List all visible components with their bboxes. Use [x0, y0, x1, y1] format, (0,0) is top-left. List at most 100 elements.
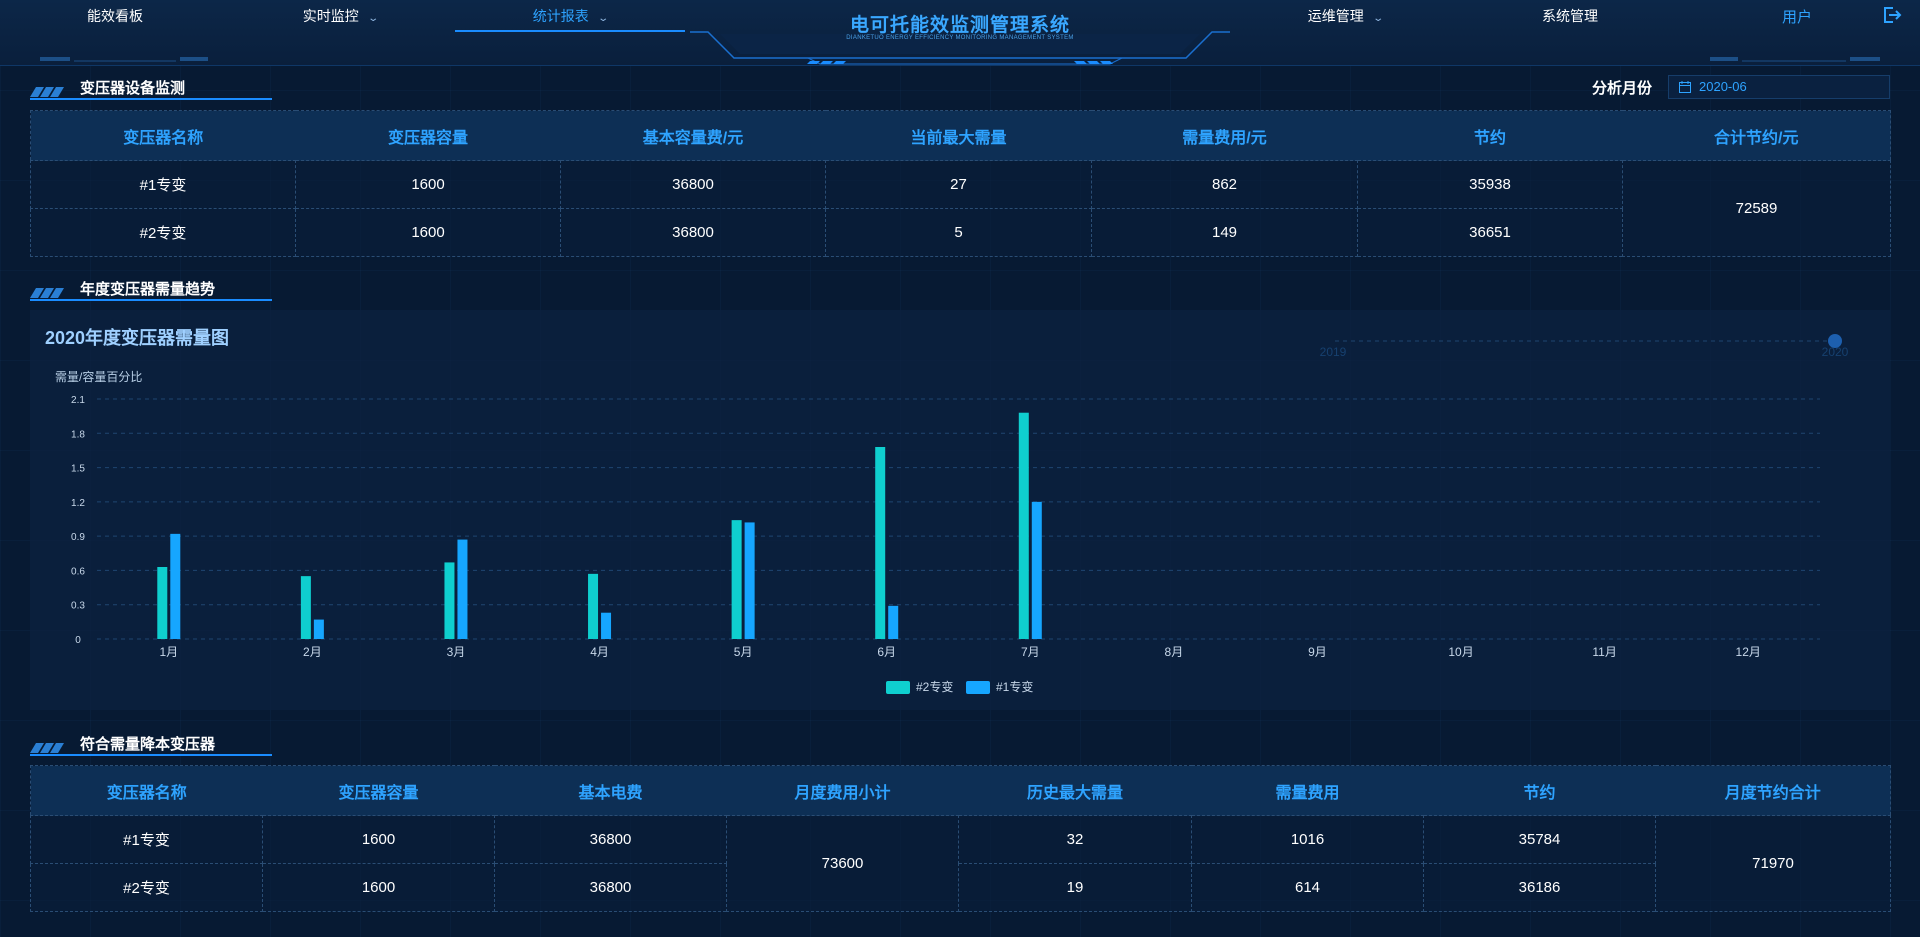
- y-tick-label: 2.1: [71, 395, 85, 406]
- table-cell: 27: [825, 160, 1092, 209]
- bar-series-2: [444, 562, 455, 639]
- system-title: 电可托能效监测管理系统: [849, 15, 1070, 36]
- x-tick-label: 5月: [734, 645, 753, 659]
- y-tick-label: 0: [75, 635, 81, 646]
- table-cell: 19: [958, 863, 1192, 912]
- column-header: 变压器容量: [295, 110, 561, 161]
- table-cell: 1600: [295, 208, 561, 257]
- x-tick-label: 4月: [590, 645, 609, 659]
- column-header: 基本容量费/元: [560, 110, 826, 161]
- table-cell: 1016: [1191, 815, 1424, 864]
- column-header: 历史最大需量: [958, 765, 1192, 816]
- table-cell: #2专变: [30, 208, 296, 257]
- bar-series-1: [170, 533, 181, 639]
- bar-series-1: [744, 522, 755, 639]
- table-cell: 149: [1091, 208, 1358, 257]
- nav-item-statistics-report[interactable]: 统计报表 ⌄: [455, 0, 685, 32]
- x-tick-label: 2月: [303, 645, 322, 659]
- table-cell: 614: [1191, 863, 1424, 912]
- table-cell: 35784: [1423, 815, 1656, 864]
- x-tick-label: 1月: [159, 645, 178, 659]
- top-navbar: 能效看板 实时监控 ⌄ 统计报表 ⌄ 运维管理 ⌄ 系统管理 电可托能效监测管理系统 …: [0, 0, 1920, 66]
- title-stripes-icon: [30, 87, 64, 97]
- system-subtitle: DIANKETUO ENERGY EFFICIENCY MONITORING M…: [846, 35, 1074, 41]
- bar-series-2: [588, 573, 599, 639]
- y-axis-label: 需量/容量百分比: [55, 369, 142, 384]
- section-title-underline: [30, 299, 272, 301]
- nav-item-energy-board[interactable]: 能效看板: [70, 0, 160, 32]
- table-cell: 1600: [262, 863, 495, 912]
- cost-reduction-table: 变压器名称 变压器容量 基本电费 月度费用小计 历史最大需量 需量费用 节约 月…: [30, 765, 1891, 912]
- column-header: 合计节约/元: [1622, 110, 1891, 161]
- monthly-savings-total-cell: 71970: [1655, 815, 1891, 912]
- nav-label: 统计报表: [532, 8, 589, 24]
- table-row: #1专变 1600 36800 27 862 35938 72589: [30, 160, 1891, 257]
- column-header: 节约: [1357, 110, 1623, 161]
- table-cell: 1600: [262, 815, 495, 864]
- x-tick-label: 3月: [447, 645, 466, 659]
- analysis-month-label: 分析月份: [1592, 80, 1653, 97]
- table-cell: 32: [958, 815, 1192, 864]
- table-cell: 36800: [494, 863, 727, 912]
- bar-series-1: [1031, 501, 1042, 639]
- demand-chart-panel: 2020年度变压器需量图 需量/容量百分比 0 0.3 0.6 0.9 1.2 1.5 1.8…: [30, 310, 1890, 710]
- logout-icon[interactable]: [1882, 6, 1902, 24]
- table-cell: #2专变: [30, 863, 263, 912]
- nav-label: 系统管理: [1542, 8, 1598, 24]
- x-tick-label: 7月: [1021, 645, 1040, 659]
- nav-item-system-management[interactable]: 系统管理: [1525, 0, 1615, 32]
- legend-swatch: [966, 681, 990, 694]
- column-header: 需量费用: [1191, 765, 1424, 816]
- analysis-month-picker[interactable]: 2020-06: [1668, 75, 1890, 99]
- column-header: 变压器名称: [30, 110, 296, 161]
- table-cell: 862: [1091, 160, 1358, 209]
- nav-label: 实时监控: [302, 8, 359, 24]
- bar-series-2: [157, 567, 168, 639]
- table-header-row: 变压器名称 变压器容量 基本电费 月度费用小计 历史最大需量 需量费用 节约 月…: [30, 765, 1891, 816]
- section-title-cost-reduction: 符合需量降本变压器: [30, 733, 275, 757]
- column-header: 月度费用小计: [726, 765, 959, 816]
- column-header: 变压器容量: [262, 765, 495, 816]
- section-title-underline: [30, 98, 272, 100]
- header-decoration-right: [1710, 57, 1880, 62]
- table-cell: #1专变: [30, 815, 263, 864]
- section-title-text: 年度变压器需量趋势: [80, 281, 216, 298]
- bar-series-1: [457, 539, 468, 639]
- table-cell: 1600: [295, 160, 561, 209]
- title-stripes-icon: [30, 743, 64, 753]
- nav-label: 能效看板: [87, 8, 143, 24]
- y-tick-label: 1.5: [71, 464, 85, 475]
- y-tick-label: 0.3: [71, 601, 85, 612]
- table-cell: 36186: [1423, 863, 1656, 912]
- column-header: 月度节约合计: [1655, 765, 1891, 816]
- section-title-demand-trend: 年度变压器需量趋势: [30, 278, 275, 302]
- x-tick-label: 6月: [877, 645, 896, 659]
- section-title-text: 符合需量降本变压器: [80, 736, 216, 753]
- table-cell: 36800: [494, 815, 727, 864]
- nav-item-realtime-monitor[interactable]: 实时监控 ⌄: [285, 0, 395, 32]
- table-row: #2专变 1600 36800 19 614 36186: [30, 863, 1891, 912]
- bar-series-1: [313, 619, 324, 639]
- chart-title: 2020年度变压器需量图: [45, 328, 230, 348]
- y-tick-label: 0.6: [71, 566, 85, 577]
- chevron-down-icon: ⌄: [367, 13, 379, 24]
- legend-label: #1专变: [996, 679, 1033, 694]
- table-cell: 35938: [1357, 160, 1623, 209]
- chevron-down-icon: ⌄: [597, 13, 609, 24]
- analysis-month-value: 2020-06: [1699, 79, 1747, 94]
- calendar-icon: [1679, 81, 1691, 93]
- bar-series-2: [300, 576, 311, 639]
- user-menu[interactable]: 用户: [1782, 9, 1813, 26]
- table-cell: 5: [825, 208, 1092, 257]
- table-cell: 36800: [560, 208, 826, 257]
- x-tick-label: 11月: [1592, 645, 1616, 659]
- bar-series-1: [601, 612, 612, 639]
- bar-series-1: [888, 605, 899, 639]
- nav-item-operations[interactable]: 运维管理 ⌄: [1290, 0, 1400, 32]
- column-header: 基本电费: [494, 765, 727, 816]
- column-header: 需量费用/元: [1091, 110, 1358, 161]
- bar-series-2: [875, 447, 886, 639]
- table-cell: #1专变: [30, 160, 296, 209]
- section-title-text: 变压器设备监测: [80, 80, 186, 97]
- legend-label: #2专变: [916, 679, 953, 694]
